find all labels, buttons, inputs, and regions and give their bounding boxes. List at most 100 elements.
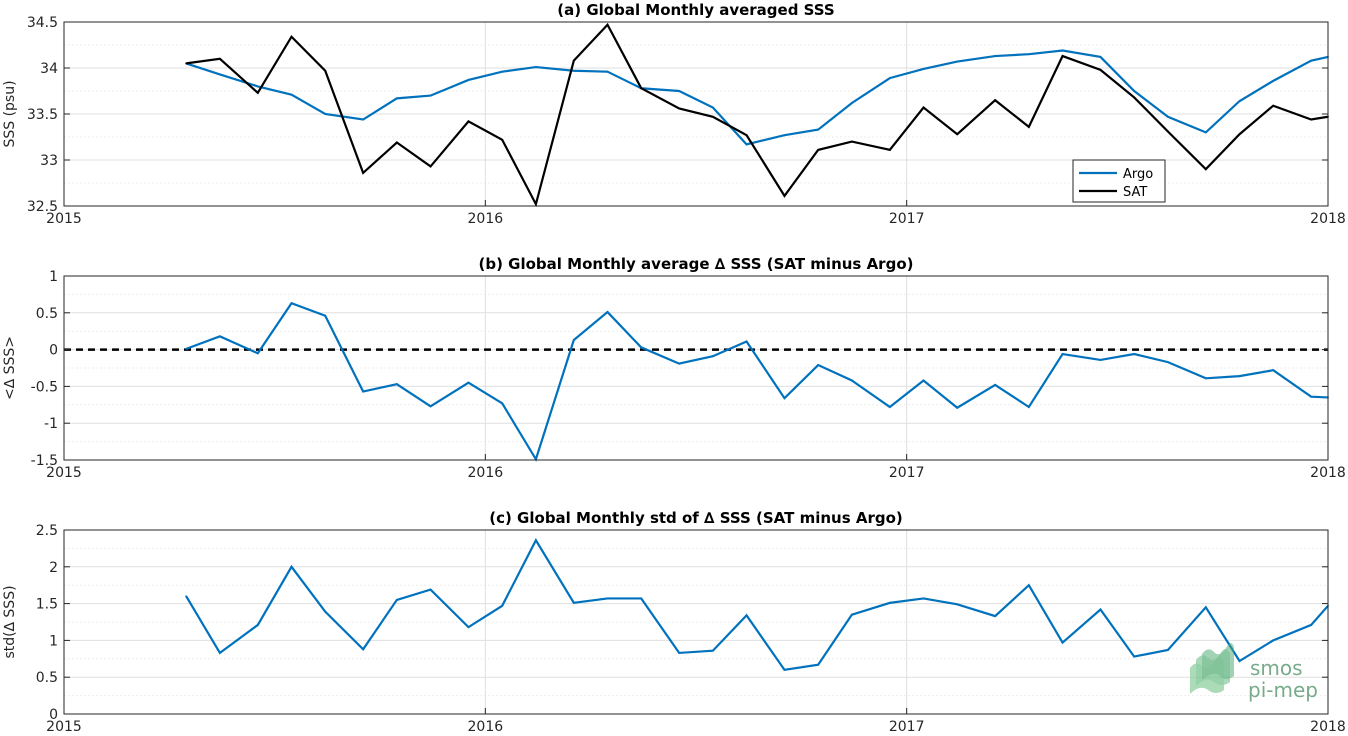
data-point-sat-a bbox=[678, 107, 681, 110]
data-point-series-0-b bbox=[362, 390, 365, 393]
data-point-sat-a bbox=[534, 203, 537, 206]
data-point-sat-a bbox=[467, 120, 470, 123]
data-point-argo-a bbox=[1272, 79, 1275, 82]
data-point-series-0-c bbox=[783, 668, 786, 671]
x-tick-label-b: 2015 bbox=[46, 465, 82, 481]
y-tick-label-b: 0.5 bbox=[36, 306, 58, 322]
data-point-series-0-b bbox=[256, 352, 259, 355]
data-point-argo-a bbox=[290, 93, 293, 96]
y-tick-label-a: 32.5 bbox=[27, 199, 58, 215]
data-point-sat-a bbox=[606, 23, 609, 26]
data-point-argo-a bbox=[1027, 53, 1030, 56]
legend-label-argo: Argo bbox=[1123, 167, 1153, 182]
legend-label-sat: SAT bbox=[1123, 185, 1147, 200]
y-tick-label-a: 34.5 bbox=[27, 15, 58, 31]
data-point-argo-a bbox=[745, 143, 748, 146]
legend-box-a bbox=[1072, 159, 1166, 203]
x-tick-label-b: 2016 bbox=[468, 465, 504, 481]
data-point-series-0-c bbox=[467, 626, 470, 629]
data-point-argo-a bbox=[956, 60, 959, 63]
legend-a: Argo SAT bbox=[1072, 159, 1166, 203]
data-point-argo-a bbox=[218, 73, 221, 76]
x-tick-label-a: 2015 bbox=[46, 211, 82, 227]
data-point-argo-a bbox=[572, 69, 575, 72]
axis-frame-b bbox=[63, 275, 1329, 461]
data-point-sat-a bbox=[290, 35, 293, 38]
data-point-sat-a bbox=[817, 148, 820, 151]
chart-title-c: (c) Global Monthly std of ∆ SSS (SAT min… bbox=[489, 509, 903, 527]
data-point-sat-a bbox=[501, 138, 504, 141]
data-point-sat-a bbox=[1099, 68, 1102, 71]
data-point-argo-a bbox=[817, 128, 820, 131]
y-axis-label-a: SSS (psu) bbox=[2, 80, 18, 147]
y-tick-label-b: -0.5 bbox=[31, 379, 58, 395]
data-point-series-0-b bbox=[711, 355, 714, 358]
x-tick-label-c: 2018 bbox=[1310, 719, 1346, 735]
x-tick-label-b: 2017 bbox=[889, 465, 925, 481]
data-point-series-0-c bbox=[1099, 608, 1102, 611]
x-tick-label-c: 2017 bbox=[889, 719, 925, 735]
data-point-sat-a bbox=[1061, 55, 1064, 57]
chart-c-monthly-std-delta-sss: 0 0.5 1 1.5 2 2.5 2015 2016 2017 2018 (c) Global M… bbox=[2, 509, 1346, 735]
data-point-series-0-b bbox=[1099, 359, 1102, 361]
y-tick-label-c: 1.5 bbox=[36, 597, 58, 613]
data-point-argo-a bbox=[888, 77, 891, 80]
data-point-series-0-b bbox=[1272, 369, 1275, 372]
chart-b-monthly-delta-sss: -1.5 -1 -0.5 0 0.5 1 2015 2016 2017 2018 (b) Globa… bbox=[2, 255, 1346, 481]
data-point-series-0-c bbox=[1310, 624, 1313, 626]
data-point-series-0-c bbox=[362, 648, 365, 651]
y-tick-label-a: 33 bbox=[40, 153, 58, 169]
data-point-sat-a bbox=[850, 140, 853, 143]
data-point-series-0-c bbox=[640, 597, 643, 600]
data-point-series-0-b bbox=[850, 379, 853, 382]
data-point-sat-a bbox=[1238, 133, 1241, 136]
data-point-series-0-c bbox=[218, 652, 221, 654]
data-point-argo-a bbox=[850, 102, 853, 104]
y-axis-label-b: <∆ SSS> bbox=[2, 336, 18, 400]
data-point-series-0-b bbox=[817, 364, 820, 366]
x-tick-label-c: 2016 bbox=[468, 719, 504, 735]
data-point-sat-a bbox=[888, 148, 891, 151]
chart-title-a: (a) Global Monthly averaged SSS bbox=[557, 1, 834, 19]
data-point-series-0-b bbox=[994, 384, 997, 386]
data-point-series-0-c bbox=[534, 539, 537, 542]
data-point-series-0-b bbox=[501, 402, 504, 405]
data-point-series-0-c bbox=[994, 615, 997, 618]
data-point-sat-a bbox=[956, 133, 959, 136]
data-point-series-0-c bbox=[185, 595, 188, 598]
y-tick-label-b: -1.5 bbox=[31, 453, 58, 469]
data-point-series-0-b bbox=[572, 339, 575, 341]
series-line-argo-a bbox=[185, 49, 1329, 146]
y-tick-label-b: 0 bbox=[49, 343, 58, 359]
data-point-sat-a bbox=[711, 115, 714, 118]
data-point-argo-a bbox=[606, 70, 609, 73]
data-point-sat-a bbox=[429, 165, 432, 168]
data-point-argo-a bbox=[324, 113, 327, 115]
y-tick-label-b: 1 bbox=[49, 269, 58, 285]
data-point-sat-a bbox=[922, 106, 925, 109]
data-point-argo-a bbox=[711, 106, 714, 109]
data-point-series-0-b bbox=[290, 302, 293, 305]
data-point-series-0-c bbox=[922, 597, 925, 600]
axis-frame-c bbox=[63, 529, 1329, 715]
data-point-argo-a bbox=[1204, 131, 1207, 134]
data-point-series-0-c bbox=[888, 601, 891, 604]
data-point-series-0-b bbox=[1061, 353, 1064, 355]
y-tick-label-c: 2.5 bbox=[36, 523, 58, 539]
data-point-argo-a bbox=[922, 68, 925, 70]
data-point-series-0-b bbox=[1027, 406, 1030, 408]
data-point-series-0-c bbox=[1027, 584, 1030, 587]
data-point-series-0-c bbox=[850, 613, 853, 616]
data-point-series-0-b bbox=[467, 381, 470, 384]
data-point-argo-a bbox=[534, 66, 537, 68]
logo-text-pi-mep: pi-mep bbox=[1248, 678, 1318, 702]
wave-icon bbox=[1190, 643, 1234, 694]
data-point-series-0-b bbox=[606, 311, 609, 313]
data-point-series-0-b bbox=[324, 314, 327, 317]
data-point-series-0-c bbox=[1204, 606, 1207, 609]
y-tick-label-c: 1 bbox=[49, 633, 58, 649]
data-point-argo-a bbox=[783, 134, 786, 137]
data-point-series-0-c bbox=[429, 588, 432, 591]
data-point-series-0-b bbox=[640, 346, 643, 349]
